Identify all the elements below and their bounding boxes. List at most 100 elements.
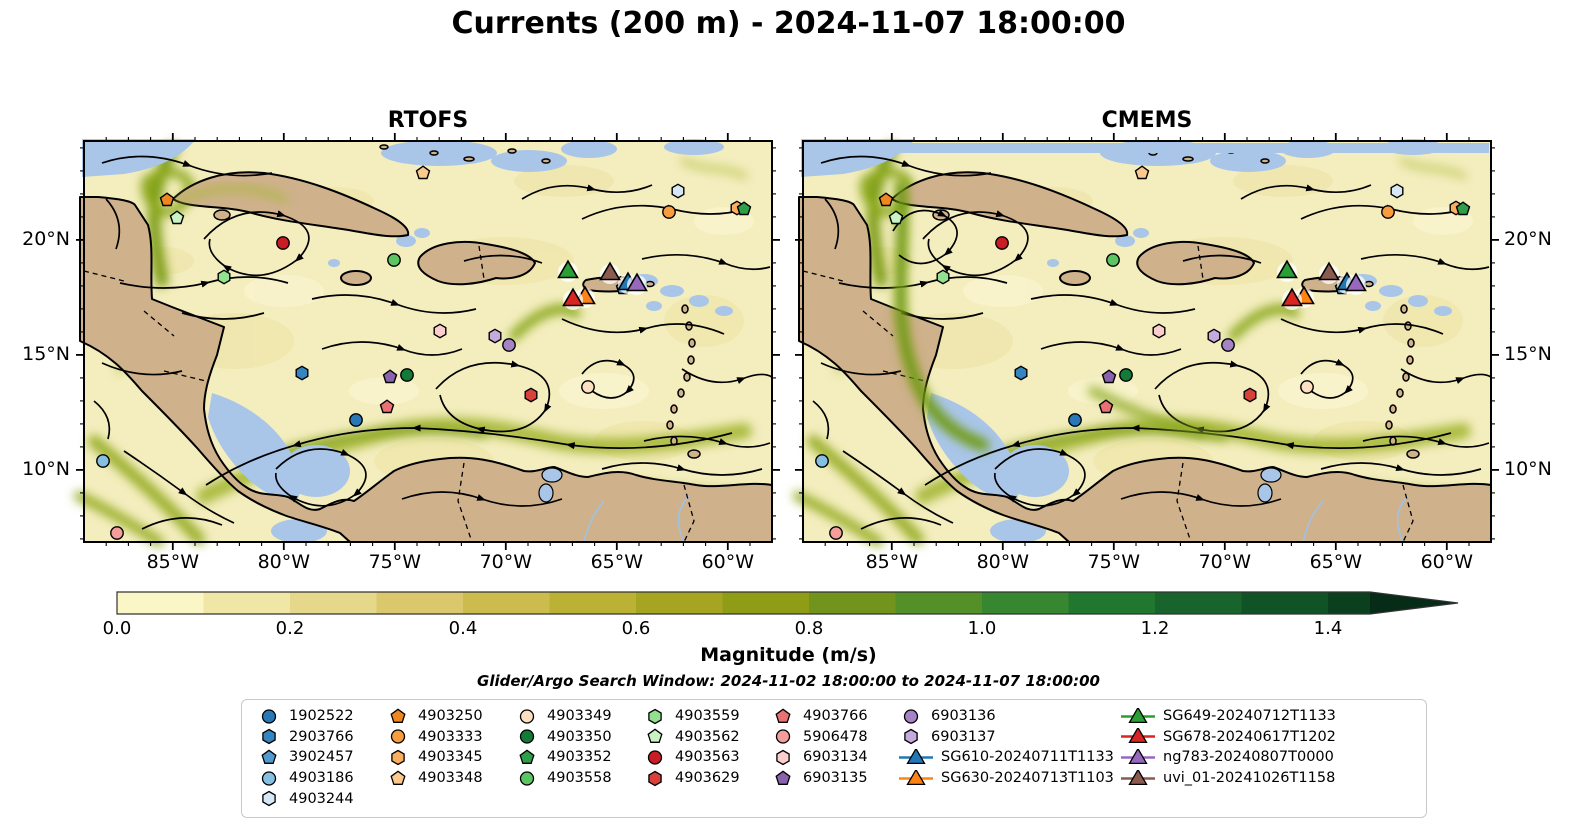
legend-label: 4903349 (547, 708, 612, 725)
legend-column: 4903250 4903333 4903345 4903348 (385, 706, 483, 788)
legend-label: 4903629 (675, 770, 740, 787)
legend-label: 4903186 (289, 770, 354, 787)
marker-6903135 (1101, 369, 1117, 384)
marker-4903250 (159, 192, 175, 207)
marker-ng783 (626, 272, 648, 292)
legend-marker-6903134 (776, 749, 790, 766)
float-marker-icon (648, 708, 662, 725)
colorbar-segment (463, 592, 550, 614)
colorbar-tick-label: 1.0 (967, 618, 997, 639)
x-tick-label: 85°W (865, 551, 919, 573)
legend-item: 6903136 (898, 706, 1114, 727)
float-marker-icon (262, 790, 276, 807)
marker-6903137 (488, 328, 502, 344)
legend-item: 4903562 (642, 727, 740, 748)
colorbar-tick-label: 1.2 (1140, 618, 1170, 639)
legend-marker-4903349 (519, 709, 535, 724)
legend-item: SG649-20240712T1133 (1120, 706, 1336, 727)
x-tick-label: 85°W (146, 551, 200, 573)
colorbar-tick-label: 0.8 (794, 618, 824, 639)
marker-4903349 (581, 380, 595, 394)
marker-4903186 (96, 454, 110, 468)
legend-marker-4903558 (519, 770, 535, 786)
legend-label: 4903563 (675, 749, 740, 766)
marker-4903558 (1106, 253, 1120, 267)
legend-item: 4903186 (256, 768, 354, 789)
y-tick-label: 20°N (22, 227, 70, 250)
marker-4903349 (1300, 380, 1314, 394)
map-cmems (803, 141, 1499, 542)
colorbar-segment (1241, 592, 1329, 614)
axis-ticks (795, 133, 1499, 550)
marker-4903629 (524, 387, 538, 403)
legend-column: 4903559 4903562 4903563 4903629 (642, 706, 740, 788)
legend-marker-4903629 (648, 770, 662, 786)
float-marker-icon (519, 709, 535, 724)
marker-6903134 (433, 323, 447, 339)
search-window-subtitle: Glider/Argo Search Window: 2024-11-02 18… (477, 672, 1100, 690)
marker-4903559 (217, 269, 231, 285)
marker-4903629 (1243, 387, 1257, 403)
float-marker-icon (391, 749, 405, 766)
legend-item: 2903766 (256, 727, 354, 748)
marker-4903348 (1134, 165, 1150, 180)
marker-layer (96, 165, 752, 540)
legend-label: 3902457 (289, 749, 354, 766)
x-tick-label: 80°W (257, 551, 311, 573)
x-tick-label: 60°W (701, 551, 755, 573)
panel-title-rtofs: RTOFS (387, 108, 469, 133)
legend-label: SG630-20240713T1103 (941, 770, 1114, 787)
legend-marker-4903333 (390, 729, 406, 745)
legend-item: 4903345 (385, 747, 483, 768)
glider-track-icon (1121, 769, 1155, 785)
legend-label: 6903137 (931, 728, 996, 745)
legend-item: ng783-20240807T0000 (1120, 747, 1336, 768)
legend-label: 4903352 (547, 749, 612, 766)
legend-marker-4903563 (647, 750, 663, 765)
legend-label: 6903134 (803, 749, 868, 766)
float-marker-icon (647, 750, 663, 765)
colorbar-segment (722, 592, 810, 614)
colorbar-segment (376, 592, 464, 614)
float-marker-icon (519, 749, 535, 764)
legend-item: uvi_01-20241026T1158 (1120, 768, 1336, 789)
float-marker-icon (390, 770, 406, 785)
float-marker-icon (519, 729, 535, 745)
glider-track-icon (1121, 748, 1155, 765)
legend-item: SG630-20240713T1103 (898, 768, 1114, 789)
float-marker-icon (904, 729, 918, 745)
legend-label: 4903345 (418, 749, 483, 766)
cmems-nodata-strip (805, 143, 1489, 153)
float-marker-icon (261, 770, 277, 786)
marker-layer (815, 165, 1471, 540)
legend-label: 4903333 (418, 728, 483, 745)
marker-4903563 (276, 236, 290, 250)
float-marker-icon (262, 729, 276, 745)
legend-marker-1902522 (261, 709, 277, 724)
x-tick-label: 70°W (479, 551, 533, 573)
legend-marker-SG649 (1128, 707, 1148, 723)
marker-4903186 (815, 454, 829, 468)
marker-6903134 (1152, 323, 1166, 339)
marker-SG678 (562, 287, 584, 307)
panel-title-cmems: CMEMS (1101, 108, 1193, 133)
colorbar-segment (549, 592, 637, 614)
legend-label: 2903766 (289, 728, 354, 745)
x-tick-label: 65°W (1309, 551, 1363, 573)
colorbar-segment (636, 592, 723, 614)
glider-track-icon (1121, 707, 1155, 723)
marker-6903136 (502, 338, 516, 352)
legend-marker-2903766 (262, 729, 276, 745)
marker-2903766 (1014, 365, 1028, 381)
marker-4903766 (379, 399, 395, 414)
marker-SG649 (557, 259, 579, 279)
legend-marker-4903559 (648, 708, 662, 725)
y-tick-label: 10°N (1504, 457, 1552, 480)
legend-marker-6903135 (775, 770, 791, 785)
marker-1902522 (349, 413, 363, 427)
marker-4903352 (1455, 201, 1471, 216)
legend-item: 6903137 (898, 727, 1114, 748)
legend-item: 4903352 (514, 747, 612, 768)
legend-item: 4903348 (385, 768, 483, 789)
